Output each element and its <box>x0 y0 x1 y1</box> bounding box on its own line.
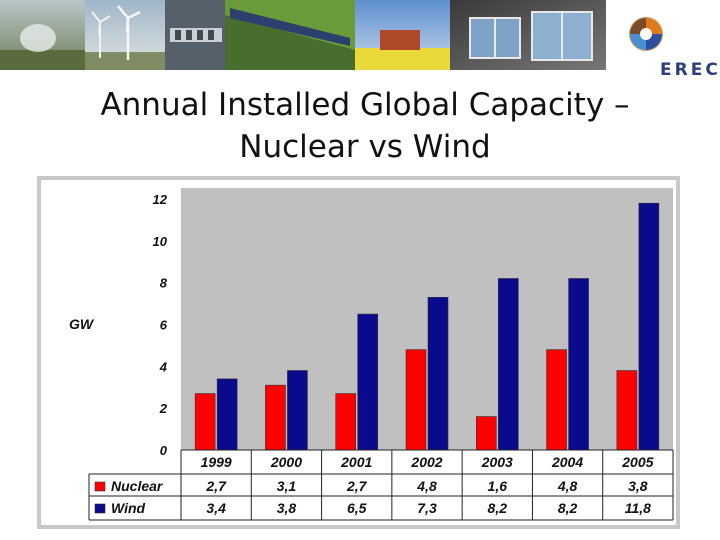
bar-nuclear-2003 <box>475 416 497 451</box>
bar-nuclear-2002 <box>405 349 427 451</box>
table-cell-wind: 8,2 <box>558 500 578 516</box>
table-cell-wind: 8,2 <box>488 500 508 516</box>
bar-nuclear-2005 <box>616 370 638 451</box>
table-cell-nuclear: 2,7 <box>205 478 227 494</box>
bar-wind-2004 <box>568 278 589 451</box>
bar-wind-2002 <box>427 297 449 451</box>
capacity-bar-chart: 0 2 4 6 8 10 12 GW 1999 2000 2001 2002 2003 2004 2005 N… <box>37 176 680 529</box>
erec-logo <box>629 17 663 51</box>
category-label-2002: 2002 <box>410 454 442 470</box>
table-cell-nuclear: 1,6 <box>488 478 508 494</box>
y-tick-label: 10 <box>153 234 168 249</box>
legend-label-nuclear: Nuclear <box>111 478 164 494</box>
category-label-2003: 2003 <box>481 454 513 470</box>
legend-key-nuclear <box>94 481 106 492</box>
title-line-1: Annual Installed Global Capacity – <box>100 87 630 123</box>
y-tick-label: 8 <box>160 276 168 291</box>
title-line-2: Nuclear vs Wind <box>239 129 491 165</box>
bar-wind-2003 <box>497 278 519 451</box>
slide-title: Annual Installed Global Capacity – Nucle… <box>30 84 700 168</box>
bar-nuclear-2004 <box>546 349 567 451</box>
table-cell-nuclear: 3,8 <box>628 478 648 494</box>
category-label-2005: 2005 <box>621 454 653 470</box>
table-cell-nuclear: 2,7 <box>346 478 368 494</box>
y-tick-label: 0 <box>160 443 168 458</box>
bar-wind-1999 <box>216 378 238 451</box>
y-axis-label: GW <box>69 316 95 332</box>
y-tick-label: 6 <box>160 318 168 333</box>
y-tick-label: 2 <box>159 401 168 416</box>
bar-wind-2000 <box>287 370 308 451</box>
legend-label-wind: Wind <box>111 500 146 516</box>
bar-nuclear-2001 <box>335 393 357 451</box>
table-cell-nuclear: 4,8 <box>557 478 578 494</box>
bar-wind-2005 <box>638 202 660 451</box>
category-label-2004: 2004 <box>551 454 583 470</box>
category-label-1999: 1999 <box>201 454 232 470</box>
header-banner-photo-strip <box>0 0 606 70</box>
category-label-2001: 2001 <box>340 454 372 470</box>
table-cell-wind: 3,4 <box>206 500 226 516</box>
bar-nuclear-1999 <box>194 393 216 451</box>
category-label-2000: 2000 <box>270 454 302 470</box>
table-cell-wind: 7,3 <box>417 500 437 516</box>
table-cell-wind: 11,8 <box>625 500 651 516</box>
table-cell-wind: 3,8 <box>277 500 297 516</box>
y-tick-label: 12 <box>153 192 168 207</box>
bar-wind-2001 <box>357 313 379 451</box>
table-cell-nuclear: 4,8 <box>416 478 437 494</box>
table-cell-nuclear: 3,1 <box>277 478 297 494</box>
bar-nuclear-2000 <box>265 384 286 451</box>
plot-area <box>181 188 673 450</box>
legend-key-wind <box>94 503 106 514</box>
logo-wordmark: EREC <box>660 60 720 80</box>
y-tick-label: 4 <box>159 359 168 374</box>
table-cell-wind: 6,5 <box>347 500 367 516</box>
